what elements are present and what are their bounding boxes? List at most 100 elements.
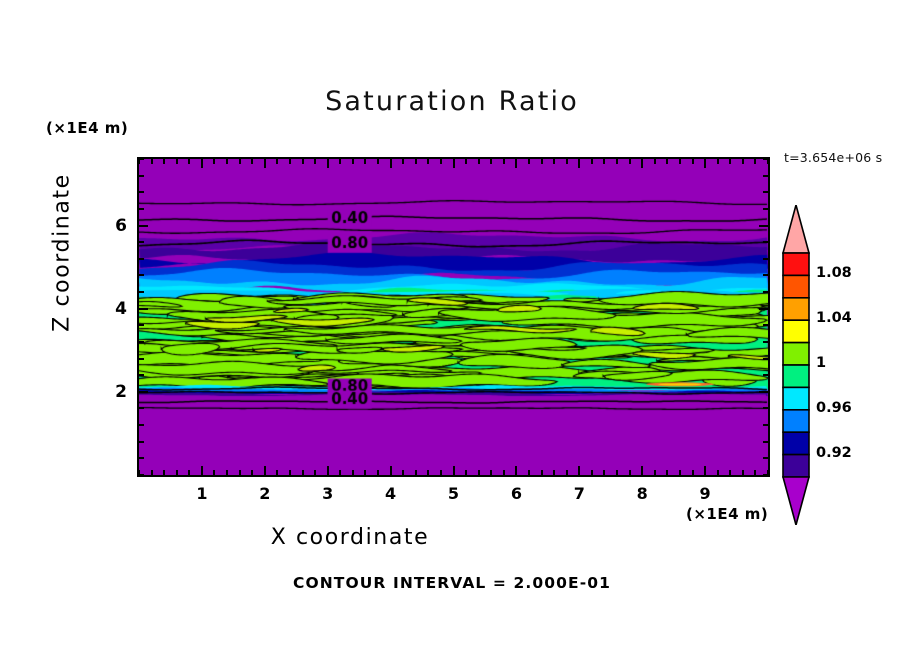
x-minor-tick <box>578 470 581 475</box>
x-minor-tick <box>213 470 216 475</box>
x-minor-tick <box>288 470 291 475</box>
x-minor-tick <box>641 159 644 164</box>
x-minor-tick <box>653 159 656 164</box>
x-minor-tick <box>741 159 744 164</box>
y-minor-tick <box>139 474 144 476</box>
x-minor-tick <box>364 159 367 164</box>
y-minor-tick <box>763 207 768 210</box>
x-minor-tick <box>691 159 694 164</box>
x-minor-tick <box>288 159 291 164</box>
y-minor-tick <box>763 274 768 277</box>
x-minor-tick <box>175 159 178 164</box>
colorbar-band <box>782 431 810 456</box>
x-minor-tick <box>502 159 505 164</box>
x-minor-tick <box>377 159 380 164</box>
y-minor-tick <box>763 340 768 343</box>
x-minor-tick <box>414 470 417 475</box>
y-minor-tick <box>139 374 144 377</box>
y-minor-tick <box>763 390 768 393</box>
x-minor-tick <box>540 470 543 475</box>
y-minor-tick <box>139 158 144 160</box>
x-minor-tick <box>553 159 556 164</box>
y-tick-label: 4 <box>115 298 127 319</box>
x-minor-tick <box>502 470 505 475</box>
x-minor-tick <box>163 159 166 164</box>
y-minor-tick <box>139 340 144 343</box>
x-minor-tick <box>226 159 229 164</box>
x-minor-tick <box>200 470 203 475</box>
x-minor-tick <box>754 470 757 475</box>
x-minor-tick <box>653 470 656 475</box>
x-minor-tick <box>163 470 166 475</box>
x-minor-tick <box>515 159 518 164</box>
colorbar-svg <box>781 201 811 529</box>
x-minor-tick <box>377 470 380 475</box>
x-minor-tick <box>452 159 455 164</box>
colorbar-band <box>782 319 810 344</box>
x-minor-tick <box>364 470 367 475</box>
y-minor-tick <box>139 407 144 410</box>
x-minor-tick <box>238 159 241 164</box>
y-minor-tick <box>763 357 768 360</box>
x-minor-tick <box>263 470 266 475</box>
colorbar-cap-bottom <box>781 476 811 529</box>
x-tick-label: 9 <box>699 484 711 503</box>
x-minor-tick <box>339 159 342 164</box>
x-minor-tick <box>150 159 153 164</box>
x-minor-tick <box>666 470 669 475</box>
y-minor-tick <box>763 241 768 244</box>
x-minor-tick <box>238 470 241 475</box>
y-minor-tick <box>139 324 144 327</box>
y-minor-tick <box>139 457 144 460</box>
x-minor-tick <box>767 159 769 164</box>
x-tick-label: 4 <box>385 484 397 503</box>
x-minor-tick <box>691 470 694 475</box>
x-minor-tick <box>351 470 354 475</box>
y-minor-tick <box>139 424 144 427</box>
y-minor-tick <box>139 207 144 210</box>
x-minor-tick <box>628 470 631 475</box>
x-minor-tick <box>565 159 568 164</box>
x-minor-tick <box>465 159 468 164</box>
x-minor-tick <box>603 159 606 164</box>
x-minor-tick <box>389 159 392 164</box>
x-minor-tick <box>351 159 354 164</box>
x-minor-tick <box>452 470 455 475</box>
x-tick-label: 3 <box>322 484 334 503</box>
x-minor-tick <box>590 159 593 164</box>
time-stamp: t=3.654e+06 s <box>784 150 883 165</box>
y-minor-tick <box>139 390 144 393</box>
x-minor-tick <box>326 470 329 475</box>
x-minor-tick <box>565 470 568 475</box>
colorbar-band <box>782 364 810 389</box>
x-minor-tick <box>729 159 732 164</box>
x-minor-tick <box>741 470 744 475</box>
x-minor-tick <box>678 159 681 164</box>
x-minor-tick <box>314 159 317 164</box>
x-minor-tick <box>263 159 266 164</box>
y-minor-tick <box>763 291 768 294</box>
x-tick-label: 7 <box>573 484 585 503</box>
x-minor-tick <box>477 470 480 475</box>
x-minor-tick <box>628 159 631 164</box>
x-minor-tick <box>138 159 140 164</box>
x-minor-tick <box>616 159 619 164</box>
y-minor-tick <box>763 474 768 476</box>
colorbar-band <box>782 453 810 478</box>
y-minor-tick <box>139 257 144 260</box>
x-tick-label: 6 <box>510 484 522 503</box>
y-minor-tick <box>139 174 144 177</box>
x-minor-tick <box>402 159 405 164</box>
x-minor-tick <box>666 159 669 164</box>
x-minor-tick <box>553 470 556 475</box>
x-minor-tick <box>175 470 178 475</box>
x-tick-label: 8 <box>636 484 648 503</box>
colorbar-tick-label: 0.92 <box>816 444 852 461</box>
colorbar-band <box>782 341 810 366</box>
x-minor-tick <box>490 159 493 164</box>
y-minor-tick <box>763 374 768 377</box>
x-minor-tick <box>301 159 304 164</box>
x-tick-label: 2 <box>259 484 271 503</box>
x-minor-tick <box>326 159 329 164</box>
x-minor-tick <box>641 470 644 475</box>
